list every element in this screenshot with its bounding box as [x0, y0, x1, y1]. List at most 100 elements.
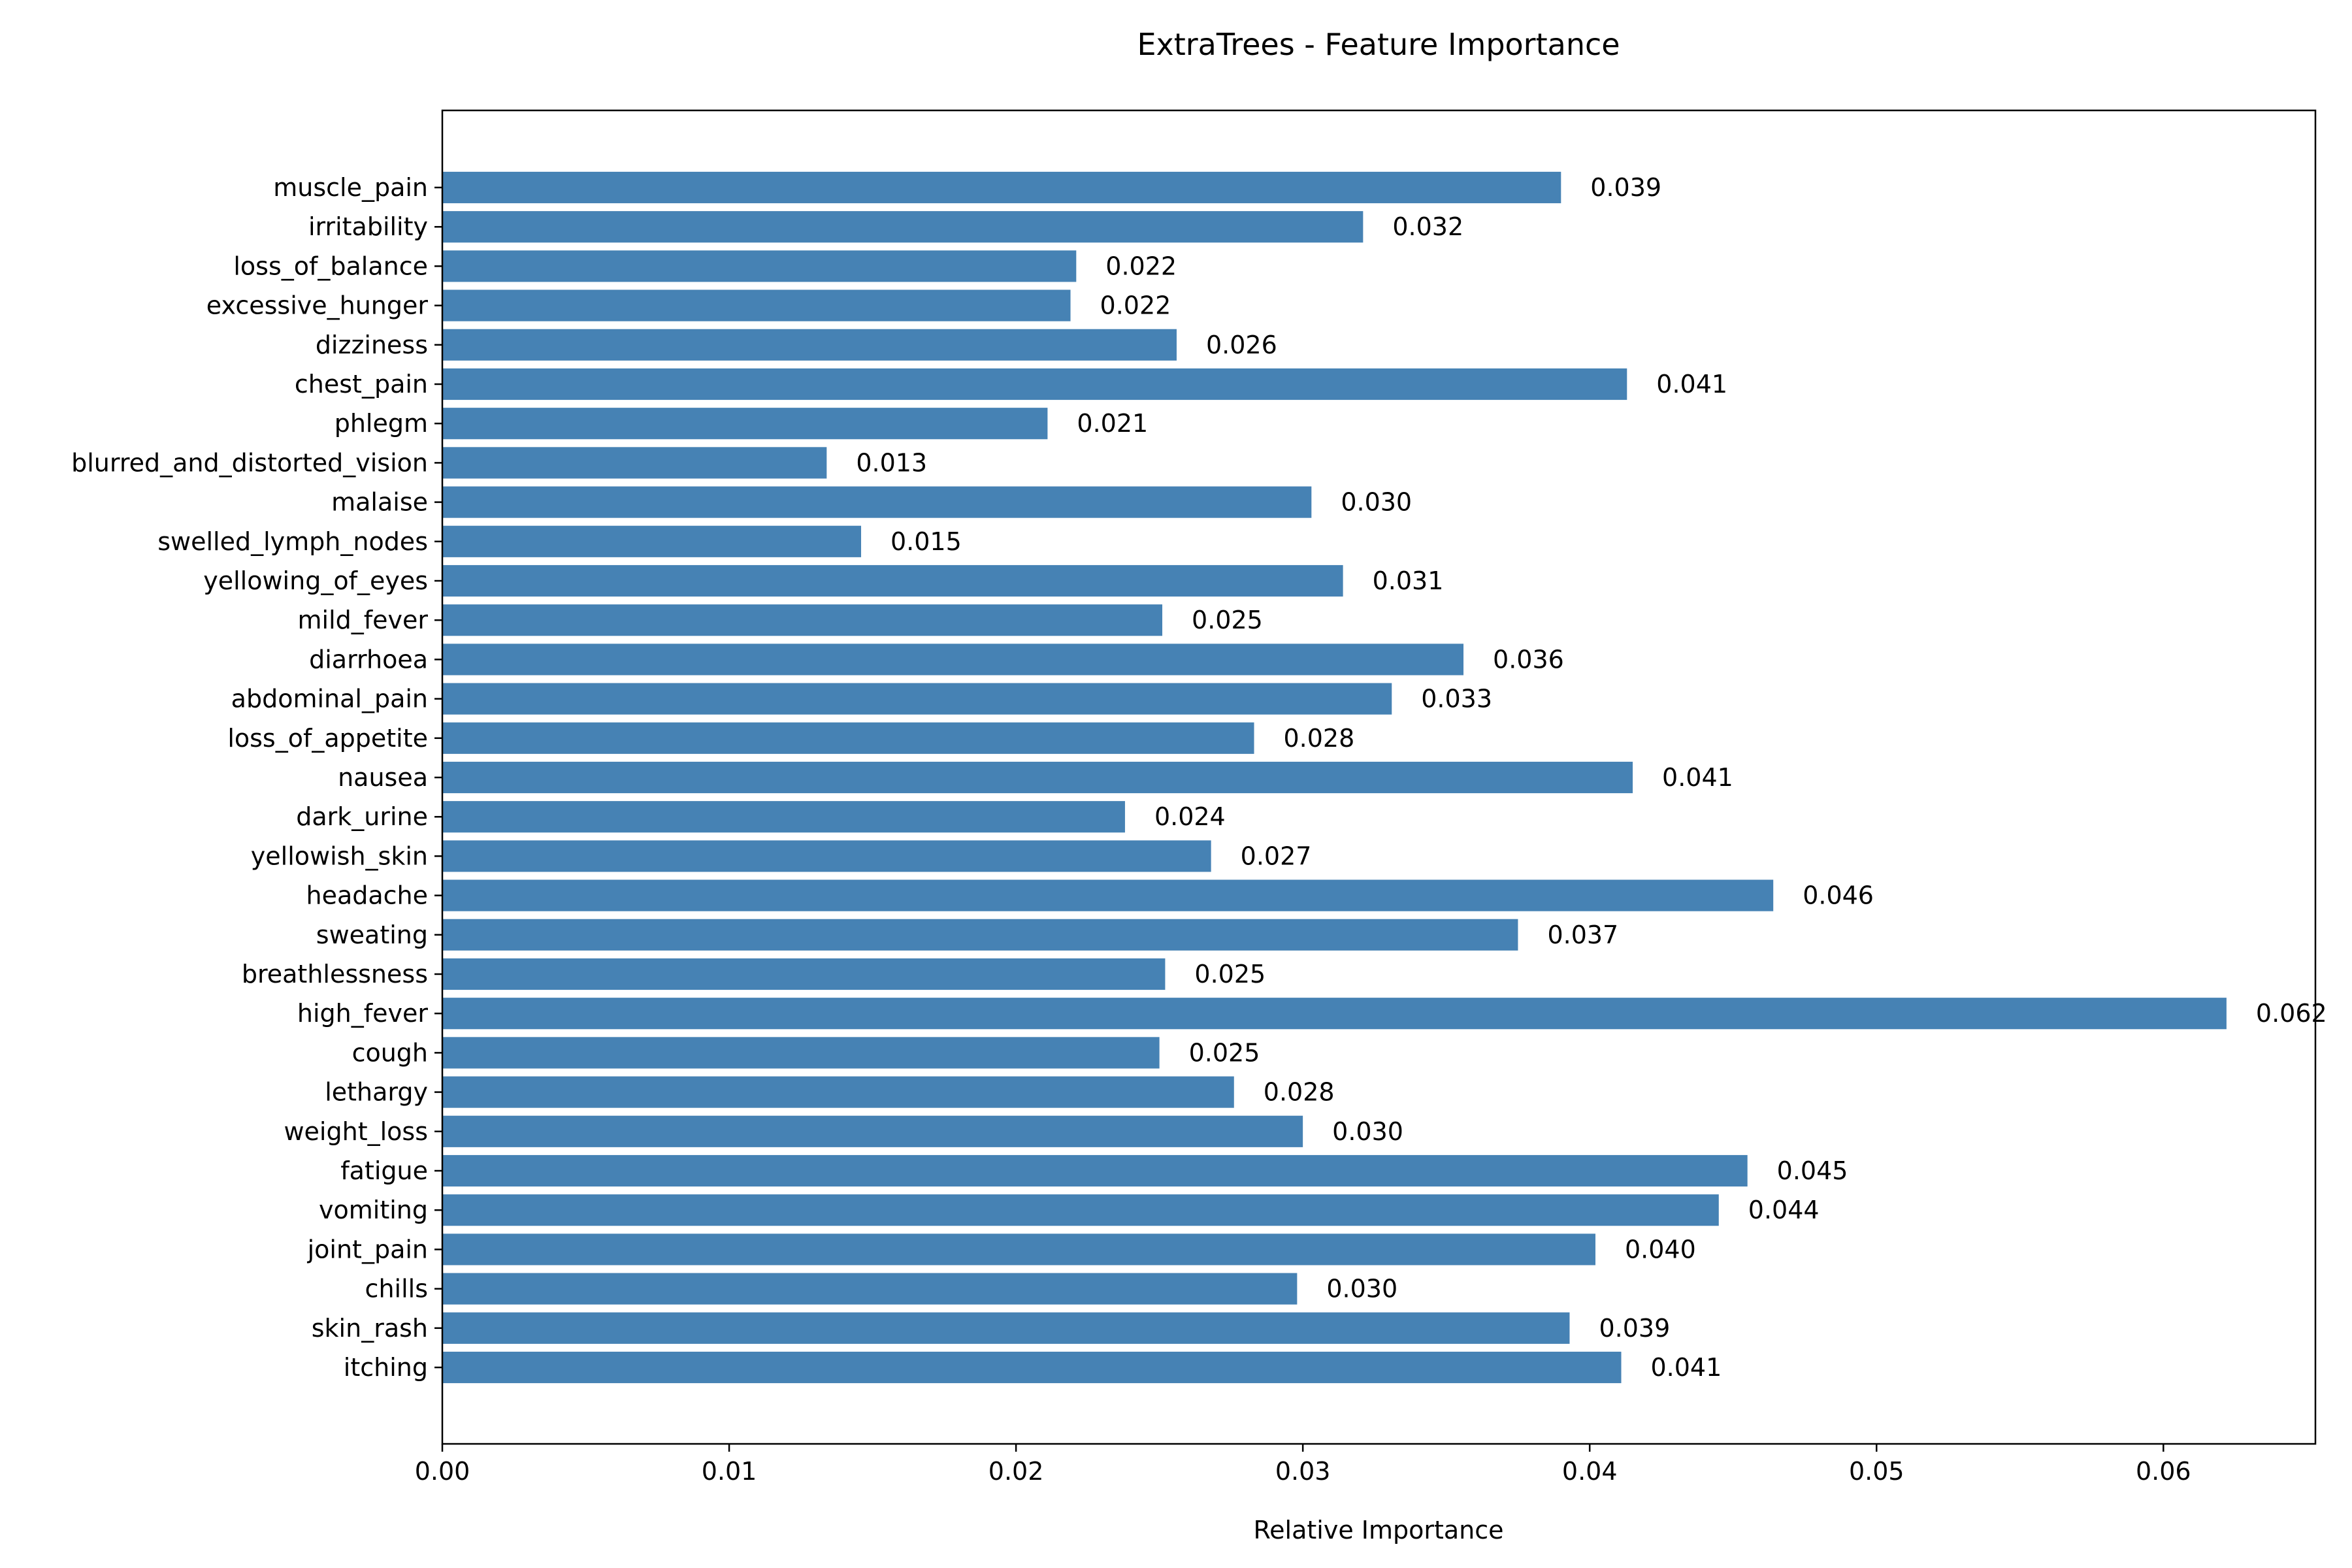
bar-sweating [442, 919, 1518, 951]
bar-headache [442, 879, 1774, 911]
bar-weight-loss [442, 1115, 1303, 1147]
value-label-headache: 0.046 [1803, 881, 1874, 910]
bar-muscle-pain [442, 171, 1561, 204]
x-tick-label: 0.04 [1562, 1457, 1618, 1486]
y-tick-label-headache: headache [306, 881, 428, 910]
value-label-muscle-pain: 0.039 [1590, 173, 1661, 202]
plot-frame [441, 109, 2317, 1445]
y-tick-label-blurred-and-distorted-vision: blurred_and_distorted_vision [71, 448, 428, 477]
value-label-malaise: 0.030 [1341, 488, 1412, 517]
x-tick-label: 0.02 [988, 1457, 1044, 1486]
y-tick-label-irritability: irritability [308, 212, 428, 241]
bar-breathlessness [442, 958, 1166, 990]
y-tick-label-diarrhoea: diarrhoea [309, 645, 428, 674]
value-label-phlegm: 0.021 [1077, 409, 1148, 438]
bar-mild-fever [442, 604, 1163, 636]
value-label-cough: 0.025 [1189, 1038, 1260, 1067]
bar-excessive-hunger [442, 289, 1071, 321]
bar-yellowing-of-eyes [442, 564, 1343, 597]
y-tick-label-nausea: nausea [338, 763, 428, 792]
bar-yellowish-skin [442, 840, 1211, 872]
y-tick-label-sweating: sweating [316, 921, 428, 949]
y-tick-label-loss-of-appetite: loss_of_appetite [227, 724, 428, 753]
y-tick-label-excessive-hunger: excessive_hunger [206, 291, 429, 320]
value-label-abdominal-pain: 0.033 [1421, 685, 1492, 713]
value-label-vomiting: 0.044 [1748, 1196, 1820, 1224]
bar-phlegm [442, 408, 1048, 440]
value-label-yellowish-skin: 0.027 [1241, 841, 1312, 870]
bar-chest-pain [442, 368, 1627, 400]
x-tick-label: 0.03 [1275, 1457, 1331, 1486]
y-tick-label-mild-fever: mild_fever [298, 606, 429, 634]
bar-malaise [442, 486, 1312, 518]
x-axis: 0.00 0.01 0.02 0.03 0.04 0.05 0.06 [415, 1444, 2191, 1486]
value-label-loss-of-appetite: 0.028 [1284, 724, 1355, 753]
y-tick-label-fatigue: fatigue [340, 1156, 428, 1185]
y-tick-label-skin-rash: skin_rash [312, 1314, 428, 1343]
bar-fatigue [442, 1154, 1748, 1187]
value-label-itching: 0.041 [1650, 1353, 1722, 1382]
bar-abdominal-pain [442, 683, 1392, 715]
x-tick-label: 0.05 [1849, 1457, 1904, 1486]
value-label-mild-fever: 0.025 [1192, 606, 1263, 634]
y-tick-label-dark-urine: dark_urine [296, 802, 428, 831]
bar-dark-urine [442, 801, 1125, 833]
value-label-swelled-lymph-nodes: 0.015 [890, 527, 962, 556]
y-tick-label-dizziness: dizziness [316, 331, 428, 359]
bar-irritability [442, 211, 1364, 243]
y-tick-label-breathlessness: breathlessness [242, 960, 428, 988]
value-label-dark-urine: 0.024 [1154, 802, 1226, 831]
y-tick-label-chills: chills [365, 1275, 428, 1303]
value-label-chest-pain: 0.041 [1656, 370, 1727, 399]
bar-loss-of-balance [442, 250, 1077, 282]
bar-vomiting [442, 1194, 1719, 1226]
y-tick-label-cough: cough [352, 1038, 428, 1067]
bar-high-fever [442, 998, 2227, 1030]
y-tick-label-yellowish-skin: yellowish_skin [251, 841, 428, 870]
value-label-joint-pain: 0.040 [1625, 1235, 1696, 1264]
bar-blurred-and-distorted-vision [442, 447, 827, 479]
y-tick-label-chest-pain: chest_pain [295, 370, 428, 399]
y-tick-label-yellowing-of-eyes: yellowing_of_eyes [203, 566, 428, 595]
y-tick-label-lethargy: lethargy [325, 1078, 428, 1107]
bar-loss-of-appetite [442, 722, 1254, 754]
y-tick-label-weight-loss: weight_loss [284, 1117, 428, 1146]
value-labels: 0.041 0.039 0.030 0.040 0.044 0.045 0.030 0.028… [856, 173, 2327, 1382]
value-label-sweating: 0.037 [1547, 921, 1618, 949]
value-label-diarrhoea: 0.036 [1493, 645, 1564, 674]
y-tick-label-muscle-pain: muscle_pain [273, 173, 428, 202]
y-tick-label-joint-pain: joint_pain [307, 1235, 428, 1264]
value-label-loss-of-balance: 0.022 [1105, 252, 1177, 280]
value-label-blurred-and-distorted-vision: 0.013 [856, 448, 927, 477]
x-tick-label: 0.06 [2136, 1457, 2191, 1486]
value-label-dizziness: 0.026 [1206, 331, 1277, 359]
x-axis-label: Relative Importance [1253, 1516, 1503, 1544]
value-label-high-fever: 0.062 [2256, 999, 2327, 1028]
bar-chills [442, 1273, 1298, 1305]
value-label-nausea: 0.041 [1662, 763, 1733, 792]
value-label-lethargy: 0.028 [1264, 1078, 1335, 1107]
bar-lethargy [442, 1076, 1234, 1108]
chart-title: ExtraTrees - Feature Importance [1137, 27, 1620, 62]
value-label-chills: 0.030 [1326, 1275, 1397, 1303]
value-label-excessive-hunger: 0.022 [1100, 291, 1171, 320]
y-tick-labels: itching skin_rash chills joint_pain vomiting… [71, 173, 442, 1382]
x-tick-label: 0.00 [415, 1457, 470, 1486]
value-label-skin-rash: 0.039 [1599, 1314, 1670, 1343]
value-label-fatigue: 0.045 [1777, 1156, 1848, 1185]
bar-swelled-lymph-nodes [442, 525, 862, 557]
bar-diarrhoea [442, 644, 1464, 676]
bar-nausea [442, 761, 1633, 794]
bar-cough [442, 1037, 1160, 1069]
y-tick-label-loss-of-balance: loss_of_balance [233, 252, 428, 280]
bar-joint-pain [442, 1233, 1595, 1266]
y-tick-label-itching: itching [344, 1353, 428, 1382]
value-label-irritability: 0.032 [1392, 212, 1463, 241]
y-tick-label-phlegm: phlegm [335, 409, 428, 438]
y-tick-label-abdominal-pain: abdominal_pain [231, 685, 428, 713]
bar-itching [442, 1351, 1622, 1384]
value-label-yellowing-of-eyes: 0.031 [1373, 566, 1444, 595]
y-tick-label-vomiting: vomiting [319, 1196, 428, 1224]
x-tick-label: 0.01 [702, 1457, 757, 1486]
